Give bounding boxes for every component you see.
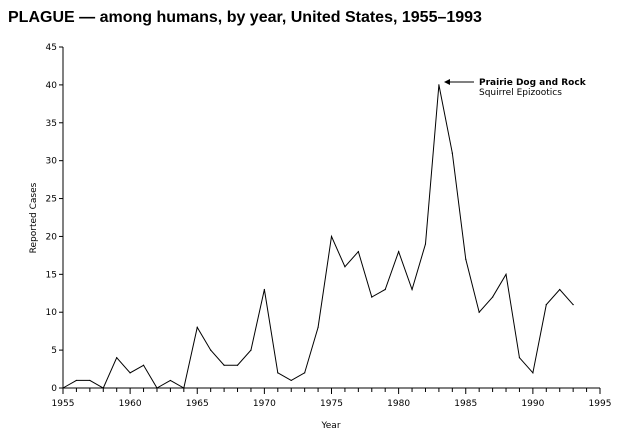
x-tick-label: 1990 [521,399,544,409]
data-point [411,288,413,291]
x-tick-label: 1970 [253,399,276,409]
data-point [518,357,521,359]
data-point [102,387,104,389]
data-point [559,288,561,291]
data-point [277,372,279,374]
y-tick-label: 40 [46,81,58,91]
data-point [330,235,333,238]
data-point [424,243,427,245]
annotation-line2: Squirrel Epizootics [479,88,562,98]
x-tick-label: 1980 [387,399,410,409]
data-point [62,387,64,389]
data-point [438,84,440,86]
data-point [183,387,185,389]
data-point [344,266,346,268]
x-tick-label: 1975 [320,399,343,409]
y-tick-label: 20 [46,232,58,242]
data-point [210,349,212,351]
annotation-arrowhead-icon [444,79,450,85]
x-tick-label: 1995 [589,399,612,409]
y-tick-label: 45 [46,43,57,53]
data-point [223,364,225,366]
data-point [572,304,574,306]
data-point [89,379,91,382]
x-axis-label: Year [320,421,340,431]
x-tick-label: 1960 [119,399,142,409]
data-point [505,273,507,275]
x-tick-label: 1955 [52,399,75,409]
y-tick-label: 5 [51,346,57,356]
data-point [236,364,239,366]
data-point [451,152,453,154]
data-point [465,258,467,260]
y-tick-label: 10 [46,308,58,318]
data-point [169,379,171,382]
data-point [250,349,252,351]
annotation: Prairie Dog and Rock Squirrel Epizootics [444,78,587,98]
data-point [142,364,145,366]
y-tick-label: 15 [46,270,57,280]
chart-title: PLAGUE — among humans, by year, United S… [8,9,482,26]
y-tick-label: 35 [46,119,57,129]
data-point [317,326,319,328]
data-point [290,379,292,382]
data-point [478,311,480,313]
annotation-line1: Prairie Dog and Rock [479,78,587,88]
x-tick-label: 1985 [454,399,477,409]
data-point [492,296,494,298]
data-point [129,372,131,374]
data-point [371,296,373,298]
data-point [116,357,118,359]
data-point [304,372,306,374]
data-point [545,304,547,306]
y-tick-label: 25 [46,195,57,205]
y-axis-label: Reported Cases [29,182,39,253]
data-point [263,288,265,291]
data-point [357,251,359,253]
data-point [532,372,534,374]
y-tick-label: 0 [51,384,57,394]
data-point [156,387,158,389]
data-point [196,326,198,328]
x-tick-label: 1965 [186,399,209,409]
y-tick-label: 30 [46,157,58,167]
data-point [384,288,386,291]
series-line [62,84,574,389]
data-point [398,251,400,253]
data-point [75,379,78,382]
